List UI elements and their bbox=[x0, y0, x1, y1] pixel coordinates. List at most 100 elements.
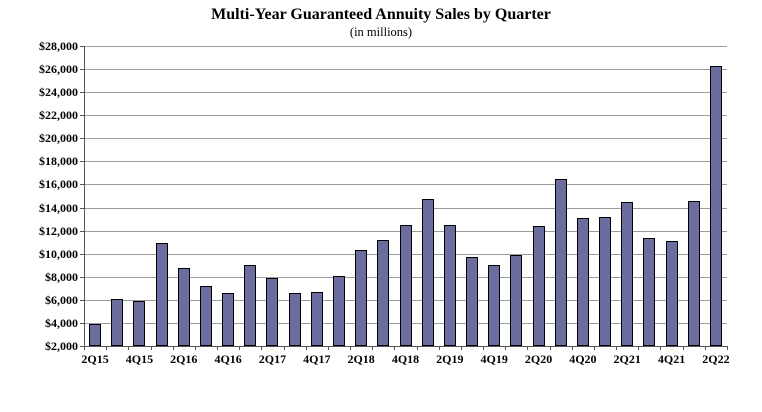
gridline bbox=[84, 184, 727, 186]
x-axis-tick bbox=[571, 346, 573, 350]
x-axis-tick bbox=[505, 346, 507, 350]
y-axis-tick bbox=[80, 161, 84, 163]
bar bbox=[576, 217, 589, 346]
y-axis-tick bbox=[80, 207, 84, 209]
bar bbox=[421, 199, 434, 346]
x-axis-label: 2Q15 bbox=[81, 352, 109, 366]
bar bbox=[665, 241, 678, 346]
x-axis-tick bbox=[527, 346, 529, 350]
gridline bbox=[84, 207, 727, 209]
x-axis-tick bbox=[549, 346, 551, 350]
bar bbox=[554, 178, 567, 346]
bar bbox=[621, 201, 634, 346]
x-axis-tick bbox=[438, 346, 440, 350]
x-axis-tick bbox=[416, 346, 418, 350]
x-axis-tick bbox=[682, 346, 684, 350]
x-axis-tick bbox=[283, 346, 285, 350]
x-axis-label: 2Q20 bbox=[524, 352, 553, 366]
x-axis-label: 2Q19 bbox=[436, 352, 464, 366]
bar bbox=[177, 267, 190, 346]
x-axis-tick bbox=[727, 346, 728, 350]
bar bbox=[687, 200, 700, 346]
gridline bbox=[84, 138, 727, 140]
x-axis-tick bbox=[483, 346, 485, 350]
x-axis-label: 4Q18 bbox=[391, 352, 420, 366]
bar bbox=[310, 291, 323, 346]
chart-title: Multi-Year Guaranteed Annuity Sales by Q… bbox=[211, 6, 551, 23]
gridline bbox=[84, 92, 727, 94]
y-axis-label: $8,000 bbox=[45, 269, 78, 284]
x-axis-tick bbox=[638, 346, 640, 350]
gridline bbox=[84, 161, 727, 163]
x-axis-tick bbox=[217, 346, 219, 350]
bar bbox=[244, 265, 257, 346]
bar bbox=[510, 254, 523, 346]
bar bbox=[266, 277, 279, 346]
x-axis-tick bbox=[305, 346, 307, 350]
x-axis-tick bbox=[394, 346, 396, 350]
x-axis-tick bbox=[593, 346, 595, 350]
y-axis-label: $22,000 bbox=[39, 108, 78, 123]
x-axis-tick bbox=[106, 346, 108, 350]
bar bbox=[332, 275, 345, 346]
bar bbox=[709, 65, 722, 346]
x-axis-tick bbox=[704, 346, 706, 350]
x-axis-tick bbox=[128, 346, 130, 350]
x-axis-label: 4Q20 bbox=[569, 352, 597, 366]
bar bbox=[89, 324, 102, 346]
x-axis-label: 4Q17 bbox=[303, 352, 331, 366]
x-axis-tick bbox=[616, 346, 618, 350]
y-axis-tick bbox=[80, 230, 84, 232]
y-axis-label: $28,000 bbox=[39, 39, 78, 53]
bar bbox=[355, 250, 368, 346]
bar bbox=[643, 237, 656, 346]
bar bbox=[111, 298, 124, 346]
y-axis-tick bbox=[80, 346, 84, 347]
x-axis-tick bbox=[194, 346, 196, 350]
y-axis-tick bbox=[80, 276, 84, 278]
y-axis-line bbox=[84, 46, 85, 347]
y-axis-label: $6,000 bbox=[45, 292, 78, 307]
y-axis-tick bbox=[80, 138, 84, 140]
bar bbox=[443, 224, 456, 346]
bar bbox=[488, 265, 501, 346]
x-axis-label: 2Q21 bbox=[613, 352, 641, 366]
x-axis-label: 2Q22 bbox=[702, 352, 730, 366]
x-axis-label: 4Q15 bbox=[125, 352, 154, 366]
y-axis-tick bbox=[80, 115, 84, 117]
y-axis-label: $10,000 bbox=[39, 246, 78, 261]
x-axis-tick bbox=[239, 346, 241, 350]
x-axis-tick bbox=[84, 346, 85, 350]
y-axis-tick bbox=[80, 299, 84, 301]
y-axis-label: $26,000 bbox=[39, 62, 78, 77]
bar bbox=[532, 226, 545, 346]
gridline bbox=[84, 46, 727, 47]
x-axis-label: 4Q16 bbox=[214, 352, 242, 366]
bar bbox=[222, 292, 235, 346]
y-axis-label: $16,000 bbox=[39, 177, 78, 192]
bar bbox=[133, 301, 146, 346]
bar bbox=[466, 257, 479, 346]
x-axis-label: 2Q16 bbox=[170, 352, 198, 366]
y-axis-tick bbox=[80, 184, 84, 186]
x-axis-tick bbox=[660, 346, 662, 350]
y-axis-label: $4,000 bbox=[45, 315, 78, 330]
bar bbox=[288, 292, 301, 346]
bar bbox=[155, 243, 168, 346]
x-axis-tick bbox=[350, 346, 352, 350]
bar bbox=[377, 239, 390, 346]
gridline bbox=[84, 115, 727, 117]
x-axis-line bbox=[84, 346, 727, 347]
y-axis-label: $14,000 bbox=[39, 200, 78, 215]
x-axis-label: 2Q18 bbox=[347, 352, 375, 366]
x-axis-tick bbox=[150, 346, 152, 350]
x-axis-label: 4Q21 bbox=[657, 352, 686, 366]
y-axis-label: $20,000 bbox=[39, 131, 78, 146]
y-axis-label: $2,000 bbox=[45, 339, 78, 353]
y-axis-label: $24,000 bbox=[39, 85, 78, 100]
y-axis-tick bbox=[80, 92, 84, 94]
gridline bbox=[84, 69, 727, 71]
x-axis-tick bbox=[460, 346, 462, 350]
y-axis-label: $18,000 bbox=[39, 154, 78, 169]
